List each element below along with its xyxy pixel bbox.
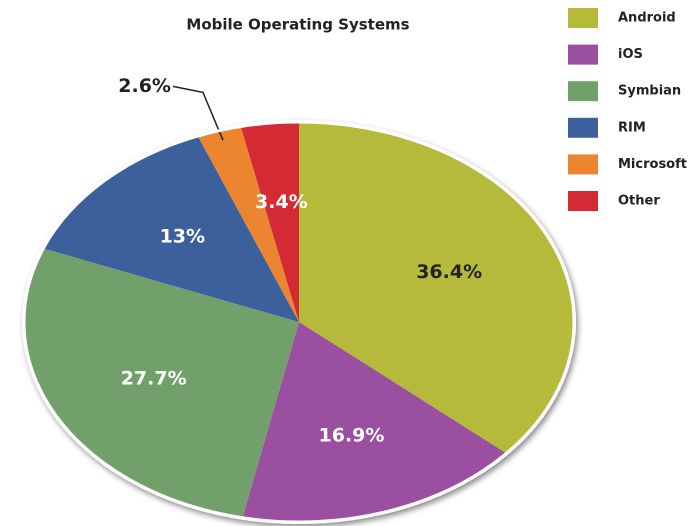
legend-swatch <box>568 44 598 65</box>
pie-slice <box>240 122 299 322</box>
data-label: 13% <box>160 226 205 248</box>
pie-border <box>22 120 576 524</box>
pie-slice <box>197 126 299 322</box>
pie-slice <box>299 122 574 454</box>
pie <box>23 122 574 522</box>
data-label: 2.6% <box>118 75 171 97</box>
legend-swatch <box>568 81 598 102</box>
legend-swatch <box>568 191 598 211</box>
data-label: 3.4% <box>255 191 308 213</box>
pie-slice <box>23 248 299 518</box>
pie-slice <box>242 322 507 522</box>
data-label: 36.4% <box>416 261 482 283</box>
legend-label: Android <box>618 11 676 26</box>
legend-label: Other <box>618 194 660 209</box>
legend-label: Microsoft <box>618 157 687 172</box>
chart-title: Mobile Operating Systems <box>186 16 409 34</box>
pie-slice <box>43 136 300 322</box>
legend-label: RIM <box>618 120 646 135</box>
legend-swatch <box>568 8 598 28</box>
legend-label: iOS <box>618 47 643 62</box>
legend-swatch <box>568 154 598 175</box>
legend-label: Symbian <box>618 84 681 99</box>
legend-swatch <box>568 117 598 138</box>
data-label: 16.9% <box>319 424 385 446</box>
leader-line <box>172 85 224 141</box>
data-label: 27.7% <box>121 367 187 389</box>
